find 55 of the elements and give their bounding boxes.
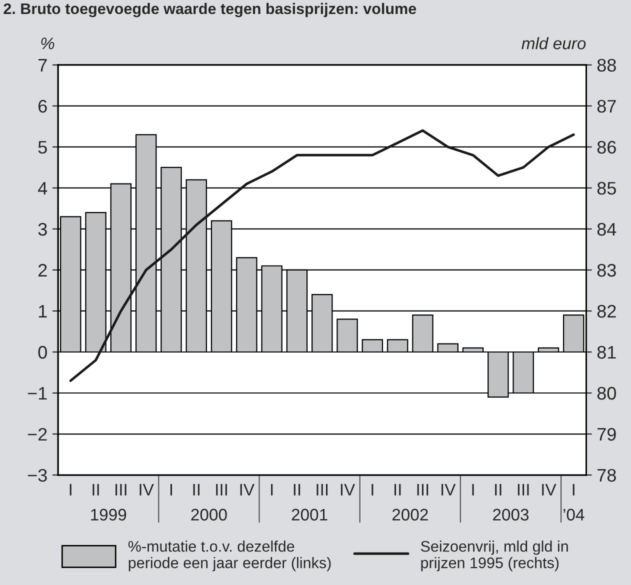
y-tick-label: 2 <box>38 264 47 277</box>
x-tick-label: I <box>372 484 374 496</box>
x-tick-label: III <box>316 484 328 496</box>
y-tick-label: 3 <box>38 222 47 236</box>
y2-tick-label: 86 <box>597 140 616 154</box>
x-tick-label: III <box>116 484 126 496</box>
y-tick-label: −3 <box>28 468 47 482</box>
chart-title: 2. Bruto toegevoegde waarde tegen basisprijzen: volume <box>4 2 416 18</box>
x-tick-label: I <box>70 484 72 496</box>
y2-tick-label: 87 <box>597 100 616 113</box>
x-tick-label: I <box>472 484 474 496</box>
y2-tick-label: 83 <box>597 264 616 277</box>
y2-axis-title: mld euro <box>522 37 586 50</box>
y2-tick-label: 80 <box>597 386 616 400</box>
text: 2002 <box>392 508 428 521</box>
y2-tick-label: 84 <box>597 222 616 236</box>
legend-label: Seizoenvrij, mld gld in prijzen 1995 (rechts) <box>420 540 568 572</box>
x-tick-label: II <box>92 484 99 496</box>
text: ’04 <box>564 508 584 521</box>
x-tick-label: IV <box>240 484 254 496</box>
text: 1999 <box>91 508 126 521</box>
x-tick-label: I <box>271 484 273 496</box>
x-tick-label: III <box>216 484 227 496</box>
y-tick-label: 7 <box>38 59 47 72</box>
x-tick-label: IV <box>140 484 154 496</box>
y2-tick-label: 79 <box>598 428 616 441</box>
y-tick-label: 0 <box>38 346 47 359</box>
y-tick-label: −2 <box>28 428 47 441</box>
x-tick-label: III <box>518 484 529 496</box>
y-tick-label: 6 <box>38 100 47 113</box>
x-tick-label: II <box>193 484 200 496</box>
x-tick-label: III <box>417 484 428 496</box>
line-series <box>69 129 575 382</box>
x-tick-label: I <box>170 484 172 496</box>
y-axis-title: % <box>41 38 54 50</box>
y2-tick-label: 81 <box>597 346 616 359</box>
y-tick-label: −1 <box>28 387 47 400</box>
y-tick-label: 4 <box>38 182 48 195</box>
x-tick-label: II <box>394 484 401 496</box>
y2-tick-label: 85 <box>597 182 616 195</box>
x-tick-label: I <box>572 484 574 496</box>
y2-tick-label: 82 <box>597 304 616 318</box>
x-tick-label: II <box>495 484 502 496</box>
legend-label: %-mutatie t.o.v. dezelfde periode een jaar eerder (links) <box>128 540 331 572</box>
y-tick-label: 5 <box>38 141 47 154</box>
text: 2000 <box>191 508 227 521</box>
text: 2001 <box>292 508 328 521</box>
text: 2003 <box>493 508 529 521</box>
x-tick-label: IV <box>340 484 356 496</box>
y-tick-label: 1 <box>38 305 47 318</box>
x-tick-label: IV <box>542 484 556 496</box>
y2-tick-label: 88 <box>597 58 616 72</box>
y2-tick-label: 78 <box>598 468 616 482</box>
x-tick-label: II <box>294 484 300 496</box>
x-tick-label: IV <box>442 484 456 496</box>
